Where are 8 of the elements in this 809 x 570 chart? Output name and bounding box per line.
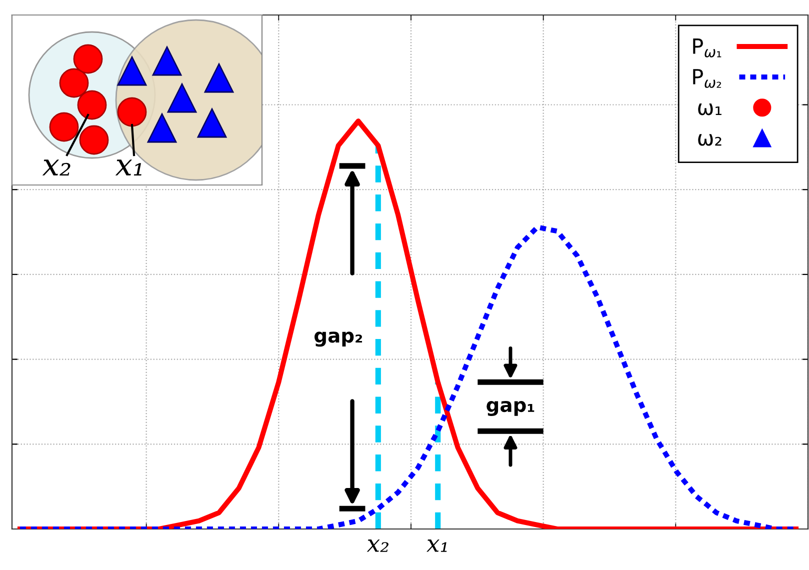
annotation: x₂ <box>42 160 70 176</box>
annotation: gap₁ <box>486 400 534 416</box>
annotation: x₁ <box>115 160 142 176</box>
legend-label: ω₁ <box>698 104 722 116</box>
legend-label: ω₂ <box>698 134 722 146</box>
legend-label: P$_{ω₁}$ <box>693 38 722 58</box>
legend-label: P$_{ω₂}$ <box>693 69 722 88</box>
annotation: gap₂ <box>314 332 362 347</box>
